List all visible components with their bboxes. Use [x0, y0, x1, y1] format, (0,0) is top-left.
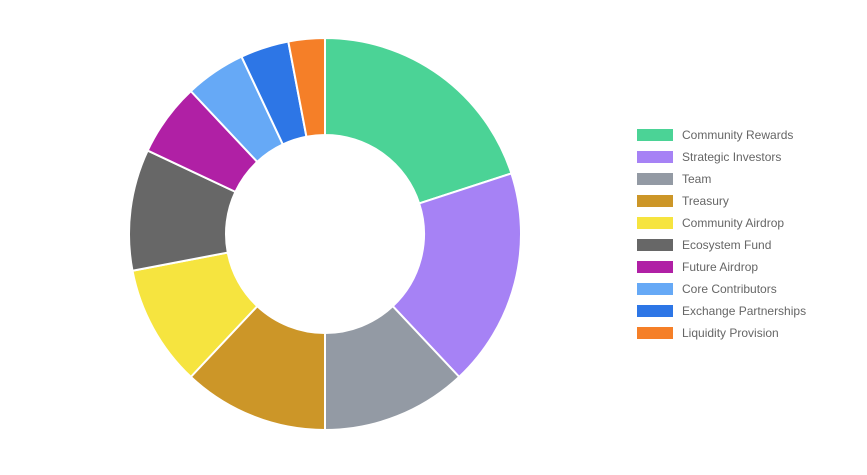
legend-item-core-contributors[interactable]: Core Contributors — [637, 278, 806, 300]
legend-swatch — [637, 129, 673, 141]
legend-label: Strategic Investors — [682, 150, 782, 164]
slice-liquidity-provision[interactable] — [287, 37, 326, 138]
legend-label: Liquidity Provision — [682, 326, 779, 340]
legend-swatch — [637, 327, 673, 339]
legend-label: Exchange Partnerships — [682, 304, 807, 318]
legend-swatch — [637, 151, 673, 163]
legend-swatch — [637, 283, 673, 295]
legend-item-team[interactable]: Team — [637, 168, 806, 190]
legend-swatch — [637, 173, 673, 185]
legend-item-community-rewards[interactable]: Community Rewards — [637, 124, 806, 146]
legend-label: Treasury — [682, 194, 729, 208]
legend-label: Community Airdrop — [682, 216, 785, 230]
legend-label: Core Contributors — [682, 282, 777, 296]
legend-swatch — [637, 305, 673, 317]
legend-item-treasury[interactable]: Treasury — [637, 190, 806, 212]
legend-label: Community Rewards — [682, 128, 794, 142]
legend-label: Ecosystem Fund — [682, 238, 772, 252]
legend-label: Future Airdrop — [682, 260, 759, 274]
slice-community-rewards[interactable] — [324, 37, 513, 205]
slice-strategic-investors[interactable] — [391, 172, 522, 378]
legend-swatch — [637, 195, 673, 207]
legend-item-future-airdrop[interactable]: Future Airdrop — [637, 256, 806, 278]
legend-item-ecosystem-fund[interactable]: Ecosystem Fund — [637, 234, 806, 256]
legend-swatch — [637, 261, 673, 273]
legend-swatch — [637, 239, 673, 251]
legend-item-exchange-partnerships[interactable]: Exchange Partnerships — [637, 300, 806, 322]
legend-swatch — [637, 217, 673, 229]
legend-item-community-airdrop[interactable]: Community Airdrop — [637, 212, 806, 234]
legend-label: Team — [682, 172, 712, 186]
legend-item-liquidity-provision[interactable]: Liquidity Provision — [637, 322, 806, 344]
donut-slices — [128, 37, 522, 431]
legend-item-strategic-investors[interactable]: Strategic Investors — [637, 146, 806, 168]
chart-legend: Community Rewards Strategic Investors Team… — [637, 124, 806, 344]
